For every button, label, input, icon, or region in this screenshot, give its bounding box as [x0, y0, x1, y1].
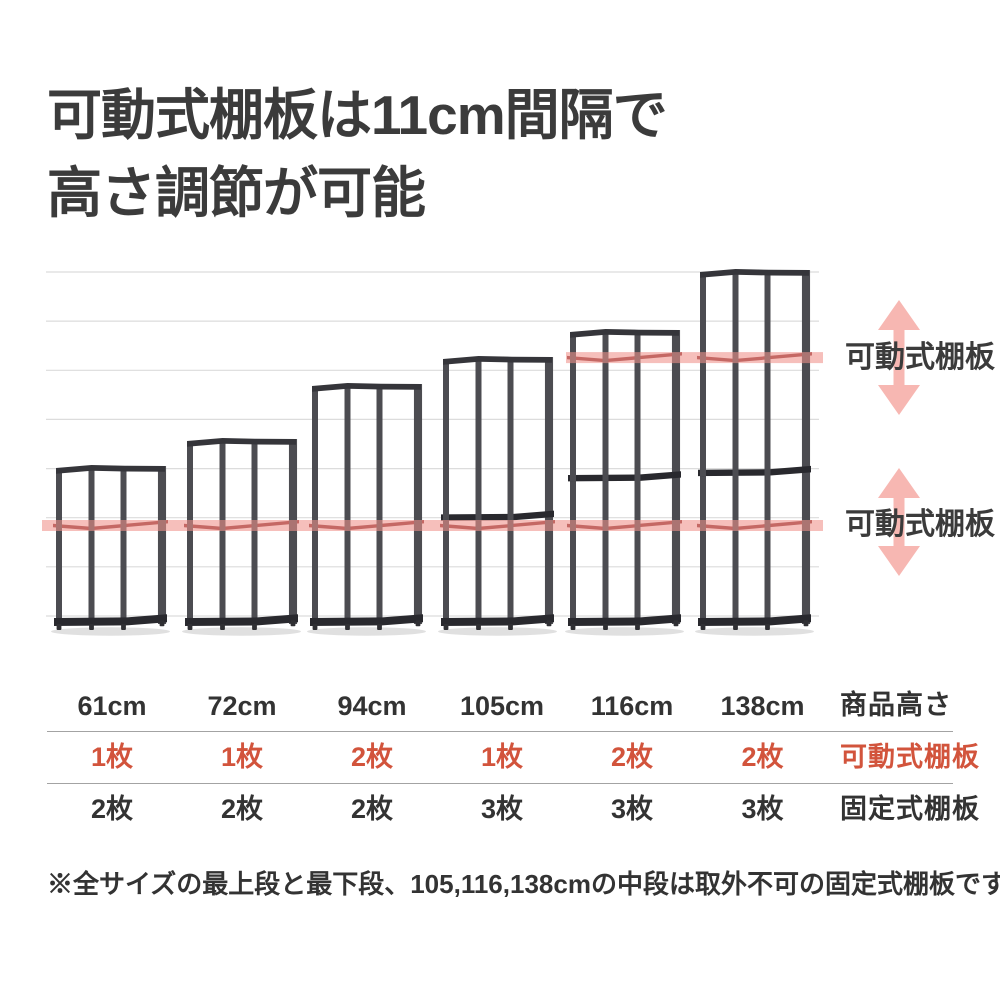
svg-text:可動式棚板: 可動式棚板: [845, 508, 995, 541]
svg-text:可動式棚板: 可動式棚板: [845, 341, 995, 374]
